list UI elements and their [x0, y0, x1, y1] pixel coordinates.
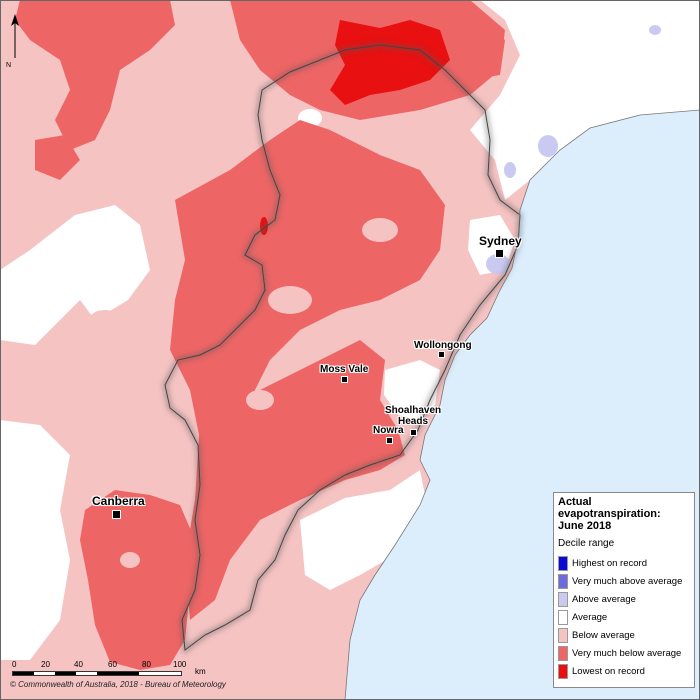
label-moss-vale: Moss Vale [320, 364, 369, 375]
scale-tick-label: 100 [173, 660, 187, 669]
region-above-north-1 [538, 135, 558, 157]
legend-item-label: Lowest on record [572, 665, 645, 677]
region-below-hole-4 [362, 218, 398, 242]
legend-item: Highest on record [558, 554, 690, 572]
copyright-notice: © Commonwealth of Australia, 2018 - Bure… [10, 680, 226, 689]
marker-wollongong [438, 351, 445, 358]
region-very-below-west [35, 135, 80, 180]
legend-swatch [558, 609, 568, 625]
marker-nowra [386, 437, 393, 444]
region-very-below-north [15, 0, 175, 150]
label-wollongong: Wollongong [414, 340, 472, 351]
legend: Actual evapotranspiration: June 2018 Dec… [553, 492, 695, 688]
scale-bar-track [12, 671, 182, 676]
legend-item-label: Very much below average [572, 647, 682, 659]
legend-item: Very much below average [558, 644, 690, 662]
legend-item-label: Very much above average [572, 575, 683, 587]
legend-swatch [558, 663, 568, 679]
legend-title-line2: evapotranspiration: [558, 508, 661, 520]
catchment-boundary [162, 42, 523, 654]
region-average-west [0, 205, 150, 345]
legend-item-label: Above average [572, 593, 636, 605]
legend-swatch [558, 591, 568, 607]
legend-swatch [558, 555, 568, 571]
legend-item-label: Average [572, 611, 608, 623]
region-very-below-south [185, 340, 405, 620]
legend-item: Below average [558, 626, 690, 644]
legend-subtitle: Decile range [558, 538, 615, 549]
legend-swatch [558, 573, 568, 589]
north-label: N [6, 62, 12, 69]
scale-tick-label: 0 [12, 660, 17, 669]
region-below-hole-3 [120, 552, 140, 568]
coastline [344, 109, 700, 700]
legend-item: Average [558, 608, 690, 626]
region-below-hole-1 [268, 286, 312, 314]
scale-tick-label: 40 [74, 660, 83, 669]
marker-canberra [112, 510, 121, 519]
region-below-hole-2 [246, 390, 274, 410]
region-below-hole-5 [89, 310, 121, 330]
north-arrow-icon [11, 14, 19, 58]
marker-shoalhaven-heads [410, 429, 417, 436]
marker-moss-vale [341, 376, 348, 383]
marker-sydney [495, 249, 504, 258]
label-canberra: Canberra [92, 494, 145, 508]
region-above-sydney [486, 254, 510, 274]
region-lowest-on-record [330, 20, 450, 105]
legend-item-label: Below average [572, 629, 635, 641]
label-nowra: Nowra [373, 425, 404, 436]
label-shoalhaven: Shoalhaven [385, 405, 442, 416]
legend-title-line1: Actual [558, 496, 592, 508]
scale-tick-label: 80 [142, 660, 151, 669]
region-above-north-2 [504, 162, 516, 178]
region-average-northeast [470, 0, 700, 200]
label-sydney: Sydney [479, 234, 522, 248]
region-very-below-northeast [430, 15, 505, 80]
legend-title-line3: June 2018 [558, 520, 612, 532]
scale-tick-label: 60 [108, 660, 117, 669]
region-above-northeast [649, 25, 661, 35]
region-very-below-canberra [80, 490, 195, 670]
legend-swatch [558, 627, 568, 643]
legend-item-label: Highest on record [572, 557, 647, 569]
region-average-southcoast [300, 470, 430, 590]
scale-tick-label: 20 [41, 660, 50, 669]
legend-swatch [558, 645, 568, 661]
label-heads: Heads [398, 416, 429, 427]
legend-item: Very much above average [558, 572, 690, 590]
legend-item: Above average [558, 590, 690, 608]
scale-unit: km [195, 667, 206, 676]
legend-item: Lowest on record [558, 662, 690, 680]
region-average-southwest [0, 420, 70, 660]
